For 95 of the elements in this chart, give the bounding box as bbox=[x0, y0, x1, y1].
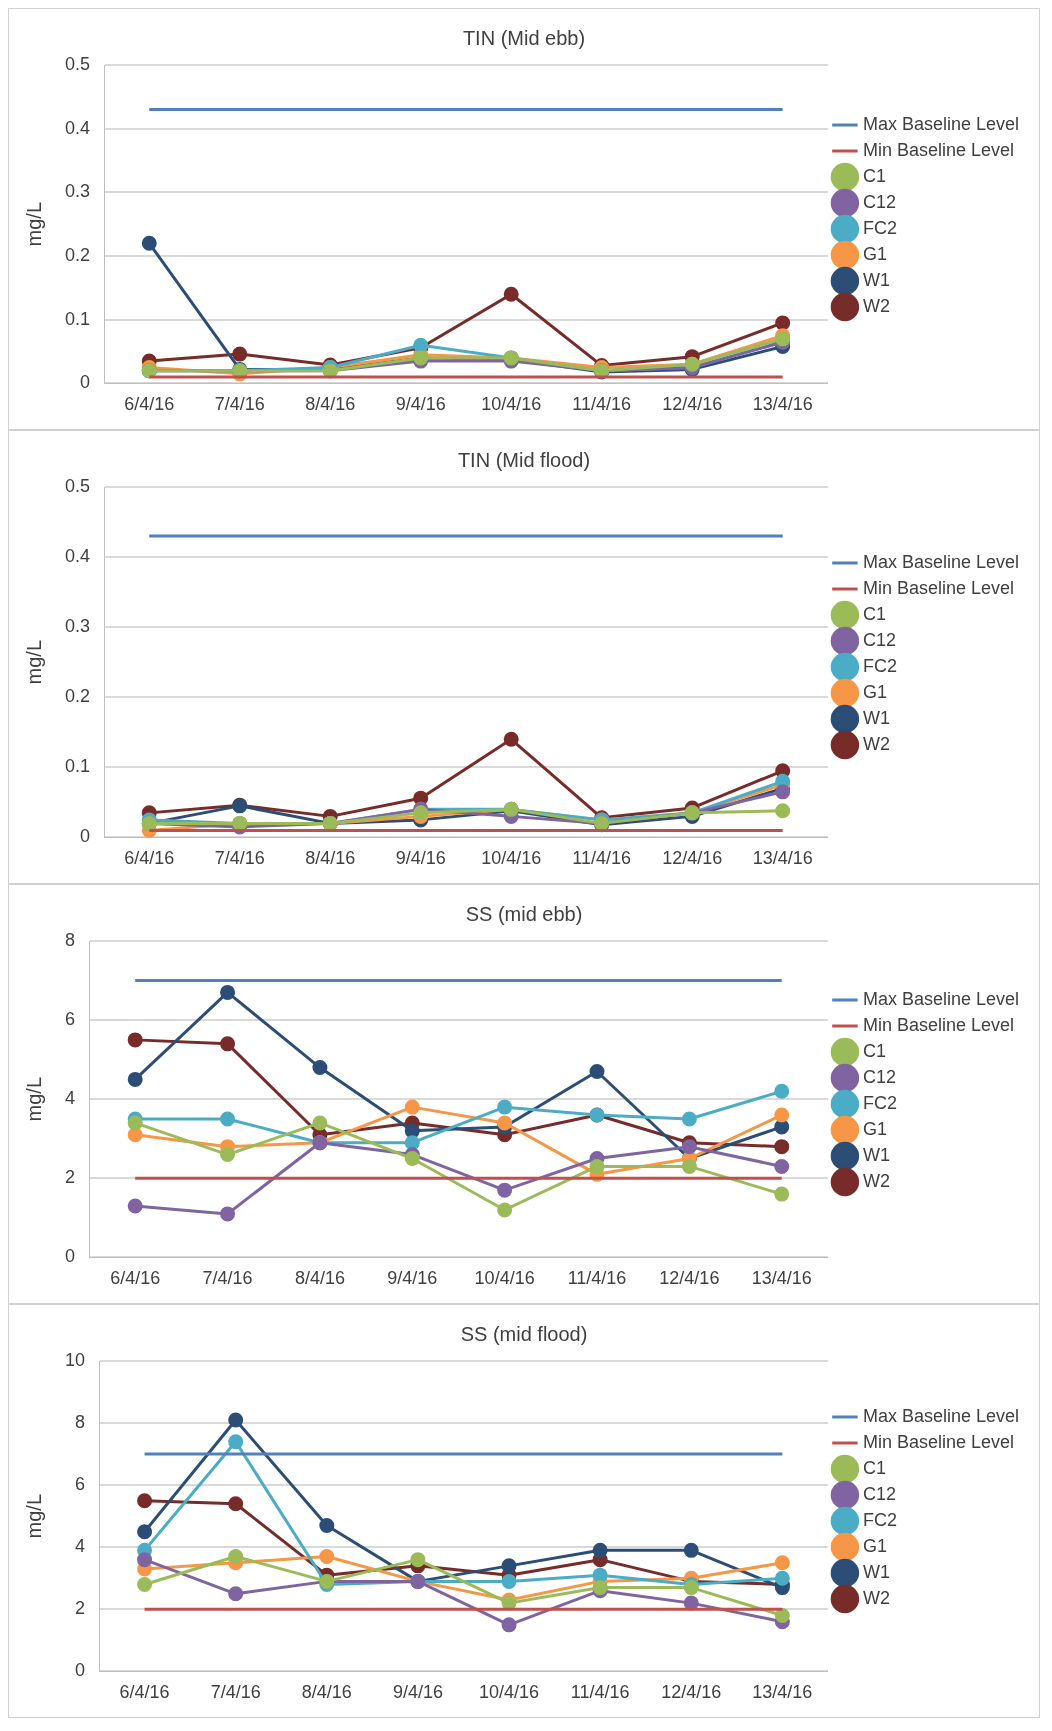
legend-label: C12 bbox=[862, 629, 896, 650]
chart-title: TIN (Mid flood) bbox=[457, 448, 591, 471]
x-tick-label: 9/4/16 bbox=[395, 848, 446, 869]
x-tick-label: 11/4/16 bbox=[570, 1682, 630, 1703]
x-tick-label: 13/4/16 bbox=[751, 1268, 812, 1289]
chart-title: TIN (Mid ebb) bbox=[462, 26, 586, 49]
x-tick-label: 12/4/16 bbox=[661, 1682, 722, 1703]
x-tick-label: 12/4/16 bbox=[659, 1268, 720, 1289]
y-tick-label: 6 bbox=[75, 1474, 86, 1495]
y-tick-label: 4 bbox=[65, 1088, 76, 1109]
legend-label: FC2 bbox=[862, 217, 897, 238]
y-tick-label: 0.4 bbox=[64, 117, 91, 138]
y-tick-label: 0 bbox=[65, 1246, 76, 1267]
y-axis-title: mg/L bbox=[22, 201, 45, 247]
y-tick-label: 4 bbox=[75, 1536, 86, 1557]
y-tick-label: 0.3 bbox=[64, 616, 91, 637]
x-tick-label: 7/4/16 bbox=[214, 848, 265, 869]
y-tick-label: 0.5 bbox=[64, 475, 91, 496]
legend-label: W1 bbox=[862, 707, 890, 728]
legend-label: C1 bbox=[862, 1040, 886, 1061]
legend-label: G1 bbox=[862, 681, 887, 702]
x-tick-label: 8/4/16 bbox=[305, 848, 356, 869]
x-tick-label: 7/4/16 bbox=[214, 394, 265, 415]
y-axis-title: mg/L bbox=[22, 639, 45, 685]
y-tick-label: 0.1 bbox=[64, 756, 91, 777]
x-tick-label: 11/4/16 bbox=[572, 848, 632, 869]
legend-label: Min Baseline Level bbox=[862, 577, 1015, 598]
legend-label: W2 bbox=[862, 1587, 890, 1608]
x-tick-label: 9/4/16 bbox=[392, 1682, 443, 1703]
y-tick-label: 2 bbox=[65, 1167, 76, 1188]
x-tick-label: 13/4/16 bbox=[752, 394, 813, 415]
x-tick-label: 7/4/16 bbox=[210, 1682, 261, 1703]
x-tick-label: 6/4/16 bbox=[119, 1682, 170, 1703]
y-tick-label: 8 bbox=[65, 929, 76, 950]
legend-label: Max Baseline Level bbox=[862, 1405, 1020, 1426]
y-tick-label: 0 bbox=[75, 1660, 86, 1681]
x-tick-label: 13/4/16 bbox=[752, 848, 813, 869]
x-tick-label: 11/4/16 bbox=[572, 394, 632, 415]
legend-label: C1 bbox=[862, 1457, 886, 1478]
legend-label: C12 bbox=[862, 1483, 896, 1504]
y-tick-label: 0 bbox=[80, 826, 91, 847]
legend-label: W2 bbox=[862, 733, 890, 754]
legend-label: W1 bbox=[862, 269, 890, 290]
x-tick-label: 9/4/16 bbox=[387, 1268, 438, 1289]
y-tick-label: 6 bbox=[65, 1009, 76, 1030]
legend-label: C1 bbox=[862, 165, 886, 186]
legend-label: W2 bbox=[862, 1170, 890, 1191]
legend-label: G1 bbox=[862, 243, 887, 264]
x-tick-label: 10/4/16 bbox=[481, 848, 542, 869]
legend-label: C1 bbox=[862, 603, 886, 624]
x-tick-label: 10/4/16 bbox=[474, 1268, 535, 1289]
y-tick-label: 0.5 bbox=[64, 53, 91, 74]
legend-label: G1 bbox=[862, 1535, 887, 1556]
y-tick-label: 0.1 bbox=[64, 308, 91, 329]
x-tick-label: 6/4/16 bbox=[124, 394, 175, 415]
x-tick-label: 9/4/16 bbox=[395, 394, 446, 415]
legend-label: G1 bbox=[862, 1118, 887, 1139]
y-axis-title: mg/L bbox=[22, 1493, 45, 1539]
x-tick-label: 10/4/16 bbox=[478, 1682, 540, 1703]
legend-label: W1 bbox=[862, 1561, 890, 1582]
legend-label: C12 bbox=[862, 191, 896, 212]
y-tick-label: 8 bbox=[75, 1412, 86, 1433]
legend-label: FC2 bbox=[862, 1509, 897, 1530]
x-tick-label: 6/4/16 bbox=[110, 1268, 161, 1289]
y-axis-title: mg/L bbox=[22, 1076, 45, 1122]
y-tick-label: 0 bbox=[80, 372, 91, 393]
legend-label: Min Baseline Level bbox=[862, 139, 1015, 160]
legend-label: FC2 bbox=[862, 655, 897, 676]
x-tick-label: 10/4/16 bbox=[481, 394, 542, 415]
x-tick-label: 12/4/16 bbox=[662, 848, 723, 869]
x-tick-label: 7/4/16 bbox=[202, 1268, 253, 1289]
legend-label: FC2 bbox=[862, 1092, 897, 1113]
legend-label: Max Baseline Level bbox=[862, 113, 1020, 134]
y-tick-label: 0.3 bbox=[64, 181, 91, 202]
legend-label: Min Baseline Level bbox=[862, 1014, 1015, 1035]
legend-label: Max Baseline Level bbox=[862, 988, 1020, 1009]
x-tick-label: 12/4/16 bbox=[662, 394, 723, 415]
legend-label: Min Baseline Level bbox=[862, 1431, 1015, 1452]
x-tick-label: 13/4/16 bbox=[752, 1682, 813, 1703]
legend-label: C12 bbox=[862, 1066, 896, 1087]
x-tick-label: 8/4/16 bbox=[301, 1682, 352, 1703]
y-tick-label: 2 bbox=[75, 1598, 86, 1619]
chart-title: SS (mid ebb) bbox=[465, 902, 583, 925]
chart-title: SS (mid flood) bbox=[460, 1322, 588, 1345]
y-tick-label: 0.2 bbox=[64, 686, 91, 707]
y-tick-label: 0.2 bbox=[64, 245, 91, 266]
legend-label: Max Baseline Level bbox=[862, 551, 1020, 572]
legend-label: W1 bbox=[862, 1144, 890, 1165]
x-tick-label: 8/4/16 bbox=[294, 1268, 345, 1289]
y-tick-label: 0.4 bbox=[64, 546, 91, 567]
x-tick-label: 11/4/16 bbox=[567, 1268, 627, 1289]
x-tick-label: 6/4/16 bbox=[124, 848, 175, 869]
legend-label: W2 bbox=[862, 295, 890, 316]
x-tick-label: 8/4/16 bbox=[305, 394, 356, 415]
y-tick-label: 10 bbox=[64, 1349, 86, 1370]
